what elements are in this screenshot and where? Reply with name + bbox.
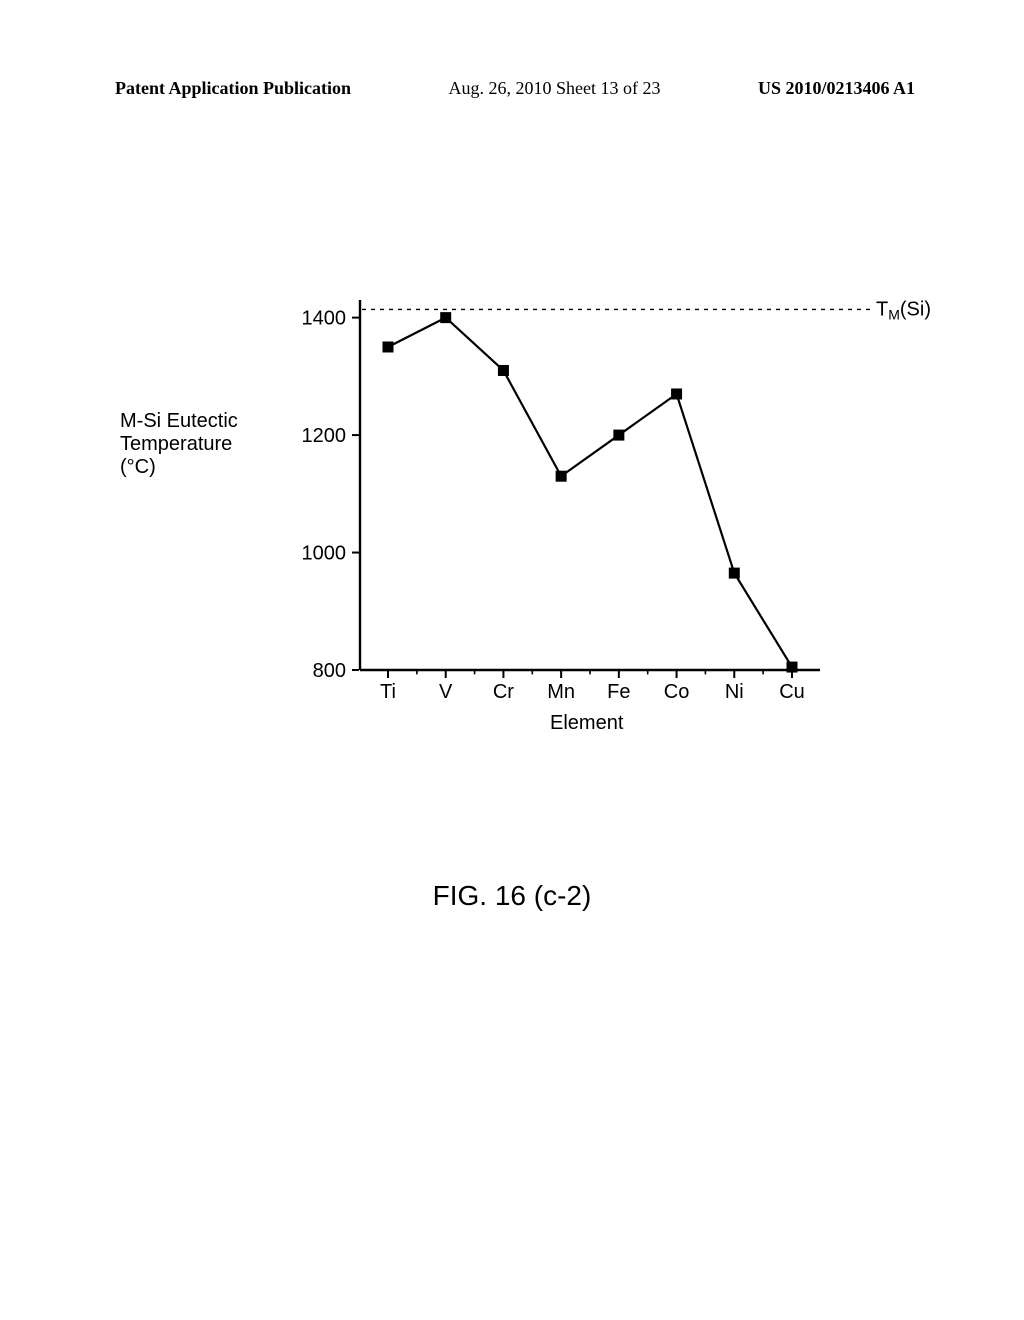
x-axis-label: Element	[550, 712, 623, 735]
svg-text:Cu: Cu	[779, 681, 805, 703]
svg-text:Cr: Cr	[493, 681, 514, 703]
svg-text:V: V	[439, 681, 453, 703]
page-header: Patent Application Publication Aug. 26, …	[115, 78, 915, 99]
y-axis-label-line2: Temperature (°C)	[120, 433, 232, 478]
svg-text:Fe: Fe	[607, 681, 630, 703]
figure-caption: FIG. 16 (c-2)	[0, 880, 1024, 912]
svg-text:Ni: Ni	[725, 681, 744, 703]
svg-text:TM(Si): TM(Si)	[876, 300, 930, 322]
svg-text:1000: 1000	[302, 543, 347, 565]
svg-text:1400: 1400	[302, 308, 347, 330]
header-mid: Aug. 26, 2010 Sheet 13 of 23	[449, 78, 661, 99]
svg-text:Mn: Mn	[547, 681, 575, 703]
svg-text:1200: 1200	[302, 425, 347, 447]
svg-text:Ti: Ti	[380, 681, 396, 703]
y-axis-label: M-Si Eutectic Temperature (°C)	[120, 410, 270, 479]
svg-text:Co: Co	[664, 681, 690, 703]
chart-svg: 800 1000 1200 1400 Ti V Cr Mn Fe Co Ni Cu TM(Si)	[120, 300, 930, 740]
svg-text:800: 800	[313, 660, 346, 682]
header-right: US 2010/0213406 A1	[758, 78, 915, 99]
eutectic-chart: M-Si Eutectic Temperature (°C) 800 1000 12…	[120, 300, 930, 780]
y-axis-label-line1: M-Si Eutectic	[120, 410, 238, 432]
header-left: Patent Application Publication	[115, 78, 351, 99]
